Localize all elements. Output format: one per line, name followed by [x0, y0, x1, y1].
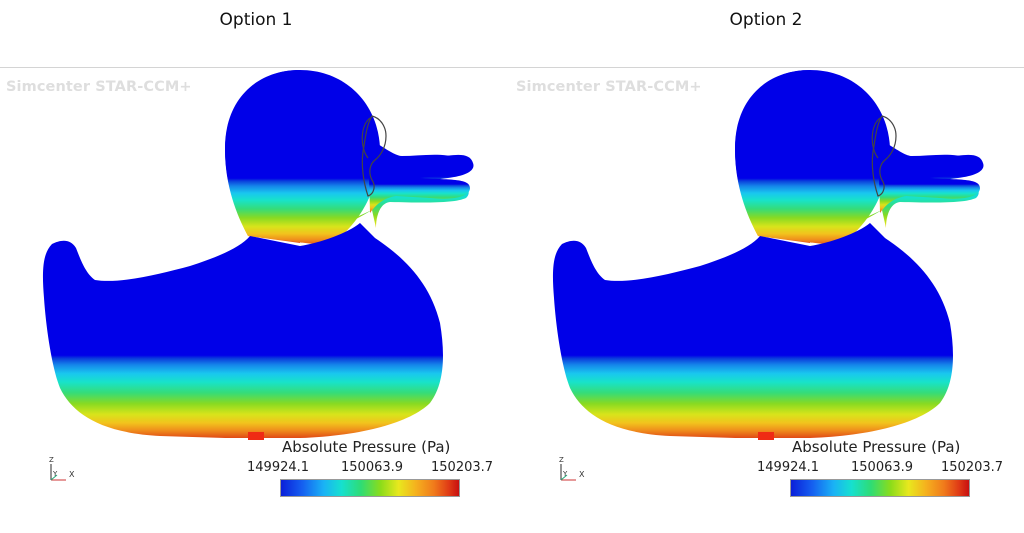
legend-title: Absolute Pressure (Pa)	[792, 438, 961, 456]
legend-tick-min: 149924.1	[247, 460, 310, 475]
legend-colorbar	[790, 479, 970, 497]
legend-title: Absolute Pressure (Pa)	[282, 438, 451, 456]
axis-y-label: Y	[52, 470, 58, 478]
axis-y-label: Y	[562, 470, 568, 478]
axis-x-label: X	[69, 470, 75, 479]
legend-tick-max: 150203.7	[941, 460, 1004, 475]
watermark: Simcenter STAR-CCM+	[6, 79, 192, 95]
axis-z-label: Z	[49, 456, 54, 464]
render-panel-option-2: Simcenter STAR-CCM+ Z Y X Absolute Press…	[510, 68, 1022, 533]
header-divider	[0, 67, 1024, 68]
render-panel-option-1: Simcenter STAR-CCM+ Z Y X Absolute Press…	[0, 68, 512, 533]
legend-tick-min: 149924.1	[757, 460, 820, 475]
axis-x-label: X	[579, 470, 585, 479]
legend-tick-max: 150203.7	[431, 460, 494, 475]
watermark: Simcenter STAR-CCM+	[516, 79, 702, 95]
legend-tick-mid: 150063.9	[341, 460, 404, 475]
option-1-title: Option 1	[219, 10, 293, 30]
legend-colorbar	[280, 479, 460, 497]
legend-tick-mid: 150063.9	[851, 460, 914, 475]
axis-z-label: Z	[559, 456, 564, 464]
axis-triad-icon: Z Y X	[49, 456, 75, 481]
option-2-title: Option 2	[729, 10, 803, 30]
axis-triad-icon: Z Y X	[559, 456, 585, 481]
